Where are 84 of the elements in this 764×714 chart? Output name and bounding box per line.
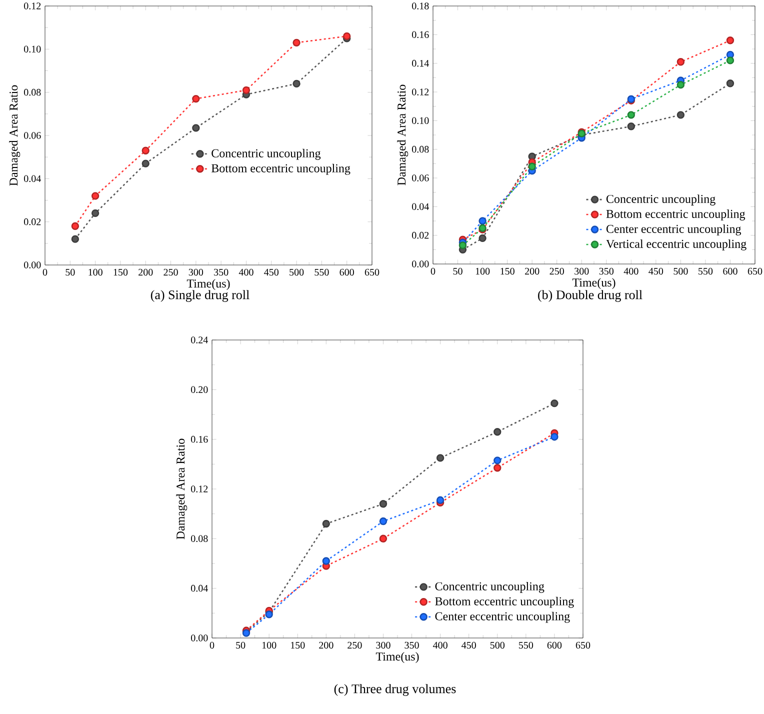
x-tick-label: 400 (238, 268, 254, 276)
y-tick-label: 0.16 (191, 436, 208, 443)
x-tick-label: 550 (314, 268, 329, 276)
legend-label: Bottom eccentric uncoupling (211, 164, 350, 175)
text: (a) Single drug roll (150, 290, 250, 302)
y-tick-label: 0.00 (24, 262, 41, 268)
y-tick-label: 0.04 (24, 175, 41, 182)
legend-label: Concentric uncoupling (212, 148, 321, 160)
y-tick-label: 0.00 (412, 260, 429, 268)
x-tick-label: 400 (624, 268, 638, 275)
y-tick-label: 0.06 (24, 132, 41, 139)
x-tick-label: 550 (698, 268, 713, 275)
text: (c) Three drug volumes (334, 684, 456, 696)
x-axis-title: Time(us) (186, 279, 230, 290)
x-tick-label: 600 (547, 642, 562, 649)
x-tick-label: 200 (138, 268, 153, 276)
x-tick-label: 250 (348, 642, 362, 649)
x-tick-label: 150 (114, 268, 128, 276)
x-tick-label: 350 (599, 268, 614, 275)
x-tick-label: 100 (476, 268, 490, 275)
x-tick-label: 600 (723, 268, 738, 275)
y-tick-label: 0.02 (412, 232, 429, 239)
x-tick-label: 650 (364, 268, 380, 276)
y-tick-label: 0.06 (412, 174, 429, 182)
legend-label: Bottom eccentric uncoupling (435, 596, 574, 608)
x-tick-label: 0 (42, 268, 48, 276)
legend-label: Concentric uncoupling (435, 582, 544, 593)
x-tick-label: 100 (262, 642, 276, 649)
y-axis-title: Damaged Area Ratio (176, 438, 188, 540)
x-tick-label: 650 (748, 268, 762, 275)
x-tick-label: 350 (404, 642, 419, 649)
x-tick-label: 300 (188, 268, 204, 276)
legend-label: Concentric uncoupling (606, 194, 716, 206)
text: (b) Double drug roll (538, 290, 642, 302)
x-tick-label: 150 (290, 642, 305, 649)
y-tick-label: 0.08 (412, 146, 429, 153)
y-tick-label: 0.12 (24, 2, 41, 10)
y-tick-label: 0.10 (412, 117, 429, 124)
y-tick-label: 0.08 (24, 88, 41, 96)
y-axis-title: Damaged Area Ratio (397, 84, 408, 186)
y-tick-label: 0.02 (24, 218, 41, 226)
x-tick-label: 400 (432, 642, 448, 649)
y-tick-label: 0.12 (191, 486, 208, 492)
x-tick-label: 250 (550, 268, 564, 275)
x-tick-label: 0 (430, 268, 436, 275)
x-tick-label: 450 (648, 268, 664, 275)
y-tick-label: 0.14 (412, 60, 429, 67)
x-tick-label: 300 (376, 642, 390, 649)
y-tick-label: 0.12 (412, 88, 429, 96)
x-tick-label: 50 (236, 642, 246, 649)
x-tick-label: 600 (340, 268, 354, 276)
x-tick-label: 650 (576, 642, 590, 649)
y-tick-label: 0.18 (412, 2, 429, 10)
y-tick-label: 0.08 (191, 535, 208, 542)
x-tick-label: 0 (210, 642, 214, 649)
x-axis-title: Time(us) (376, 652, 419, 664)
x-tick-label: 450 (462, 642, 476, 649)
x-tick-label: 500 (674, 268, 688, 275)
x-tick-label: 250 (164, 268, 178, 276)
y-tick-label: 0.10 (24, 46, 41, 53)
x-tick-label: 200 (319, 642, 334, 649)
legend-label: Bottom eccentric uncoupling (606, 210, 746, 220)
x-tick-label: 500 (290, 268, 304, 276)
legend-label: Center eccentric uncoupling (435, 612, 570, 623)
y-axis-title: Damaged Area Ratio (9, 85, 20, 186)
x-tick-label: 500 (490, 642, 505, 649)
x-tick-label: 350 (214, 268, 228, 276)
y-tick-label: 0.04 (412, 203, 429, 210)
y-tick-label: 0.04 (191, 584, 208, 592)
y-tick-label: 0.24 (191, 336, 208, 344)
x-tick-label: 50 (453, 268, 462, 275)
x-tick-label: 300 (574, 268, 589, 275)
x-axis-title: Time(us) (572, 278, 616, 290)
x-tick-label: 100 (88, 268, 102, 276)
legend-label: Vertical eccentric uncoupling (606, 239, 746, 250)
y-tick-label: 0.00 (191, 634, 208, 642)
x-tick-label: 200 (525, 268, 540, 275)
x-tick-label: 50 (66, 268, 75, 276)
x-tick-label: 150 (500, 268, 514, 275)
x-tick-label: 550 (518, 642, 534, 649)
y-tick-label: 0.20 (191, 386, 208, 394)
legend-label: Center eccentric uncoupling (606, 224, 742, 236)
x-tick-label: 450 (264, 268, 279, 276)
y-tick-label: 0.16 (412, 31, 429, 38)
